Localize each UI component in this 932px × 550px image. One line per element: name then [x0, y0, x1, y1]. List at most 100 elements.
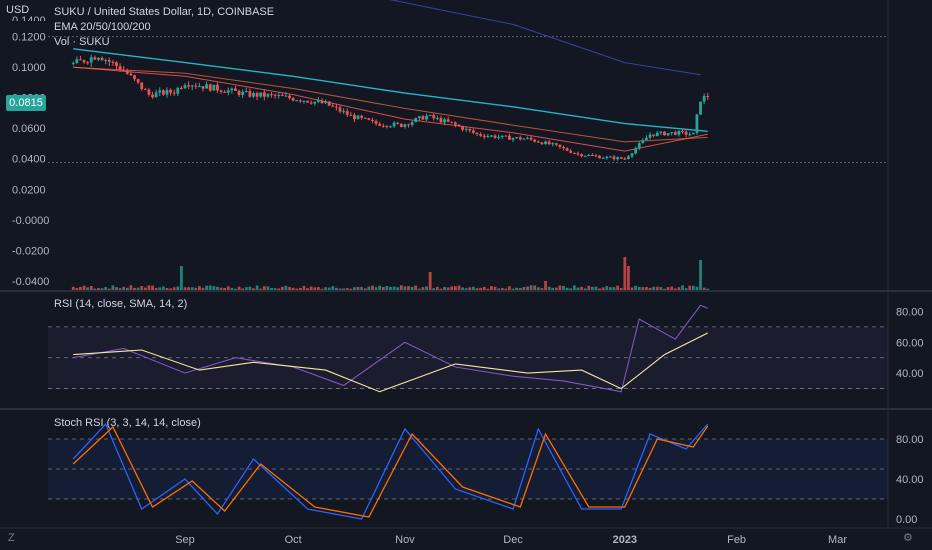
candle-body [443, 119, 446, 123]
candle-body [259, 92, 263, 97]
volume-bar [699, 260, 702, 290]
volume-bar [320, 288, 324, 290]
volume-bar [241, 288, 245, 290]
volume-bar [151, 285, 154, 290]
candle-body [475, 132, 479, 135]
candle-body [241, 91, 245, 96]
volume-bar [176, 286, 180, 290]
candle-body [295, 100, 299, 102]
candle-body [396, 122, 400, 124]
candle-body [147, 89, 151, 95]
volume-bar [439, 288, 443, 290]
volume-bar [306, 288, 309, 290]
candle-body [71, 63, 75, 65]
volume-bar [435, 286, 439, 290]
candle-body [500, 135, 504, 138]
candle-body [140, 82, 144, 90]
y-tick-label: 0.1200 [12, 32, 46, 44]
volume-bar [111, 285, 115, 290]
volume-bar [216, 286, 219, 290]
volume-bar [637, 286, 641, 290]
candle-body [176, 87, 180, 94]
volume-bar [208, 285, 212, 290]
volume-bar [554, 287, 558, 290]
volume-bar [190, 287, 194, 290]
candle-body [619, 157, 623, 159]
candle-body [306, 100, 309, 103]
candle-body [122, 69, 126, 71]
volume-bar [262, 286, 266, 290]
volume-bar [360, 286, 364, 290]
candle-body [493, 135, 497, 138]
candle-body [439, 117, 443, 123]
volume-bar [179, 266, 183, 290]
settings-icon[interactable]: ⚙ [903, 532, 913, 544]
volume-bar [446, 287, 450, 290]
stoch-rsi-legend[interactable]: Stoch RSI (3, 3, 14, 14, close) [54, 417, 201, 429]
volume-bar [356, 286, 360, 290]
candle-body [266, 94, 270, 97]
y-tick-label: 0.0200 [12, 184, 46, 196]
candle-body [706, 96, 710, 98]
candle-body [262, 92, 266, 97]
candle-body [129, 73, 133, 76]
candle-body [684, 131, 688, 135]
volume-bar [223, 288, 227, 290]
volume-bar [248, 286, 252, 290]
volume-bar [421, 287, 425, 290]
candle-body [86, 62, 90, 64]
volume-bar [345, 288, 349, 290]
volume-bar [385, 285, 389, 290]
y-tick-label: 0.1000 [12, 62, 46, 74]
volume-bar [565, 287, 569, 290]
candle-body [230, 88, 234, 91]
volume-bar [472, 286, 475, 290]
symbol-title[interactable]: SUKU / United States Dollar, 1D, COINBAS… [54, 6, 275, 18]
candle-body [360, 115, 364, 118]
volume-bar [468, 287, 472, 290]
volume-bar [93, 288, 97, 290]
ema-legend[interactable]: EMA 20/50/100/200 [54, 21, 151, 33]
candle-body [378, 123, 382, 126]
zoom-button[interactable]: Z [8, 532, 15, 544]
candle-body [677, 131, 681, 135]
stoch-k-line [72, 422, 709, 520]
volume-bar [634, 285, 638, 290]
volume-bar [234, 288, 237, 290]
candle-body [515, 137, 519, 139]
volume-bar [161, 286, 165, 290]
volume-bar [392, 286, 396, 290]
candle-body [356, 115, 360, 120]
volume-legend[interactable]: Vol · SUKU [54, 36, 110, 48]
candle-body [562, 146, 565, 149]
candle-body [648, 134, 652, 138]
volume-bar [252, 288, 255, 290]
volume-bar [551, 287, 555, 290]
volume-bar [619, 287, 623, 290]
candle-body [594, 155, 598, 157]
candle-body [125, 70, 129, 74]
volume-bar [277, 288, 281, 290]
candle-body [277, 95, 281, 97]
candle-body [641, 140, 645, 144]
candle-body [623, 158, 627, 160]
candle-body [482, 135, 486, 137]
volume-bar [136, 287, 140, 290]
clipped-top-label: 0.1400 [12, 15, 46, 21]
candle-body [627, 156, 630, 159]
candle-body [205, 84, 209, 89]
candle-body [428, 114, 432, 116]
volume-bar [86, 287, 90, 290]
candle-body [616, 157, 620, 160]
volume-bar [666, 287, 670, 290]
volume-bar [338, 288, 342, 290]
volume-bar [266, 286, 270, 290]
candle-body [288, 95, 291, 99]
candle-body [417, 116, 421, 119]
volume-bar [327, 287, 331, 290]
rsi-legend[interactable]: RSI (14, close, SMA, 14, 2) [54, 298, 188, 310]
volume-bar [630, 287, 634, 290]
volume-bar [681, 285, 684, 290]
candle-body [363, 117, 367, 119]
